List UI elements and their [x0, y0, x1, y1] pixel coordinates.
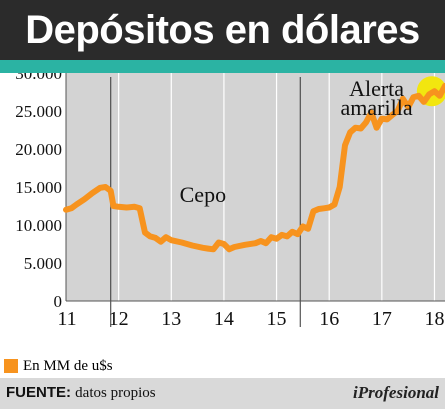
legend: En MM de u$s [4, 356, 113, 376]
y-tick-label: 25.000 [15, 102, 62, 121]
series-layer [63, 82, 445, 253]
x-tick-labels: 11 12 13 14 15 16 17 18 [57, 308, 444, 330]
source-value: datos propios [75, 385, 156, 401]
accent-band [0, 60, 445, 73]
chart-annotation: Alerta amarilla [341, 76, 413, 120]
x-tick-label: 16 [319, 308, 339, 330]
chart-annotation: Cepo [180, 182, 226, 207]
chart-title: Depósitos en dólares [25, 8, 420, 52]
x-tick-label: 11 [57, 308, 76, 330]
legend-swatch [4, 359, 18, 373]
y-tick-label: 15.000 [15, 178, 62, 197]
x-tick-label: 12 [109, 308, 129, 330]
annotations: Cepo Alerta amarilla [180, 76, 413, 207]
source-key: FUENTE: [6, 384, 71, 401]
x-tick-label: 15 [267, 308, 287, 330]
footer: FUENTE: datos propios iProfesional [0, 378, 445, 409]
x-tick-label: 18 [424, 308, 444, 330]
legend-label: En MM de u$s [23, 357, 113, 374]
source-note: FUENTE: datos propios [6, 378, 156, 409]
y-tick-label: 10.000 [15, 216, 62, 235]
y-tick-labels: 0 5.000 10.000 15.000 20.000 25.000 30.000 [15, 73, 62, 311]
brand-logo: iProfesional [353, 383, 439, 402]
y-tick-label: 0 [54, 292, 63, 311]
year-grid-lines [118, 73, 436, 301]
y-tick-label: 5.000 [24, 254, 62, 273]
y-tick-label: 20.000 [15, 140, 62, 159]
x-tick-label: 13 [161, 308, 181, 330]
x-tick-label: 14 [214, 308, 234, 330]
y-tick-label: 30.000 [15, 73, 62, 83]
series-line [63, 82, 445, 253]
x-tick-label: 17 [372, 308, 392, 330]
title-bar: Depósitos en dólares [0, 0, 445, 60]
